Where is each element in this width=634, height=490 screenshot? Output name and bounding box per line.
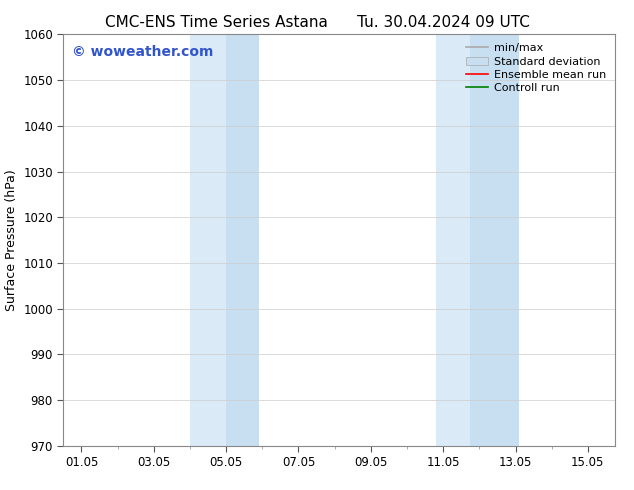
Text: CMC-ENS Time Series Astana      Tu. 30.04.2024 09 UTC: CMC-ENS Time Series Astana Tu. 30.04.202… <box>105 15 529 30</box>
Bar <box>226 34 259 446</box>
Y-axis label: Surface Pressure (hPa): Surface Pressure (hPa) <box>4 169 18 311</box>
Bar <box>470 34 519 446</box>
Text: © woweather.com: © woweather.com <box>72 45 213 59</box>
Bar <box>190 34 226 446</box>
Legend: min/max, Standard deviation, Ensemble mean run, Controll run: min/max, Standard deviation, Ensemble me… <box>463 40 609 97</box>
Bar <box>436 34 470 446</box>
